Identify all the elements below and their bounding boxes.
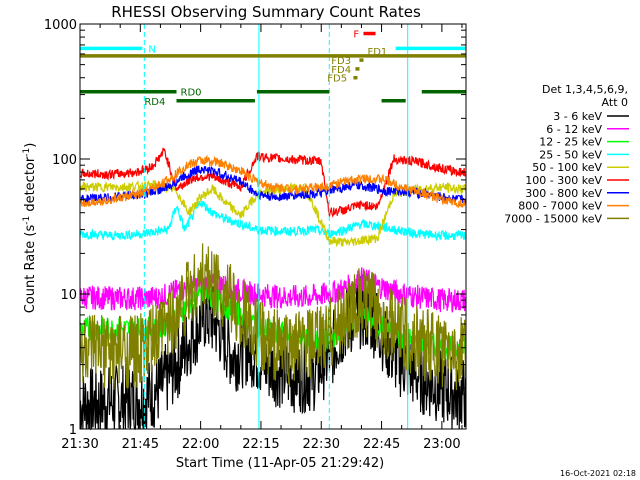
annotation-label-rd0: RD0 (181, 88, 202, 99)
y-tick-label-2: 100 (52, 153, 77, 168)
x-tick-label-2: 22:00 (182, 437, 219, 452)
annotation-label-fd1: FD1 (367, 47, 387, 58)
legend-label-7000-15000-kev: 7000 - 15000 keV (504, 212, 602, 225)
series-7000-15000-kev (79, 243, 467, 391)
series-800-7000-kev (79, 154, 467, 209)
chart-title: RHESSI Observing Summary Count Rates (111, 3, 421, 21)
y-axis-label: Count Rate (s-1 detector-1) (22, 143, 38, 314)
annotation-label-fd5: FD5 (327, 74, 347, 85)
legend-label-800-7000-kev: 800 - 7000 keV (518, 200, 602, 213)
y-tick-label-1: 10 (60, 288, 77, 303)
legend-title-detectors: Det 1,3,4,5,6,9, (542, 83, 628, 96)
legend-title-attenuator: Att 0 (602, 96, 628, 109)
legend-label-25-50-kev: 25 - 50 keV (539, 148, 602, 161)
plot-frame (79, 23, 467, 430)
x-tick-label-3: 22:15 (242, 437, 279, 452)
annotation-label-fd3: FD3 (331, 56, 351, 67)
series-25-50-kev (79, 200, 466, 242)
x-tick-label-5: 22:45 (363, 437, 400, 452)
legend-label-3-6-kev: 3 - 6 keV (553, 110, 602, 123)
timestamp: 16-Oct-2021 02:18 (560, 469, 636, 478)
x-axis-label: Start Time (11-Apr-05 21:29:42) (176, 456, 384, 471)
legend-label-6-12-kev: 6 - 12 keV (546, 123, 602, 136)
series-6-12-kev (79, 267, 467, 313)
annotation-label-fd4: FD4 (331, 65, 351, 76)
x-tick-label-6: 23:00 (423, 437, 460, 452)
annotation-label-rd4: RD4 (144, 97, 165, 108)
y-tick-label-3: 1000 (44, 18, 77, 33)
annotation-label-n: N (148, 44, 155, 55)
x-tick-label-0: 21:30 (61, 437, 98, 452)
y-tick-label-0: 1 (69, 423, 77, 438)
legend-label-12-25-kev: 12 - 25 keV (539, 136, 602, 149)
annotation-label-f: F (353, 30, 359, 41)
legend-label-300-800-kev: 300 - 800 keV (525, 187, 602, 200)
x-tick-label-4: 22:30 (303, 437, 340, 452)
legend-label-100-300-kev: 100 - 300 keV (525, 174, 602, 187)
x-tick-label-1: 21:45 (122, 437, 159, 452)
legend-label-50-100-kev: 50 - 100 keV (532, 161, 602, 174)
axis-ticks: 21:30 21:45 22:00 22:15 22:30 22:45 23:00 1 10 10… (44, 18, 466, 452)
